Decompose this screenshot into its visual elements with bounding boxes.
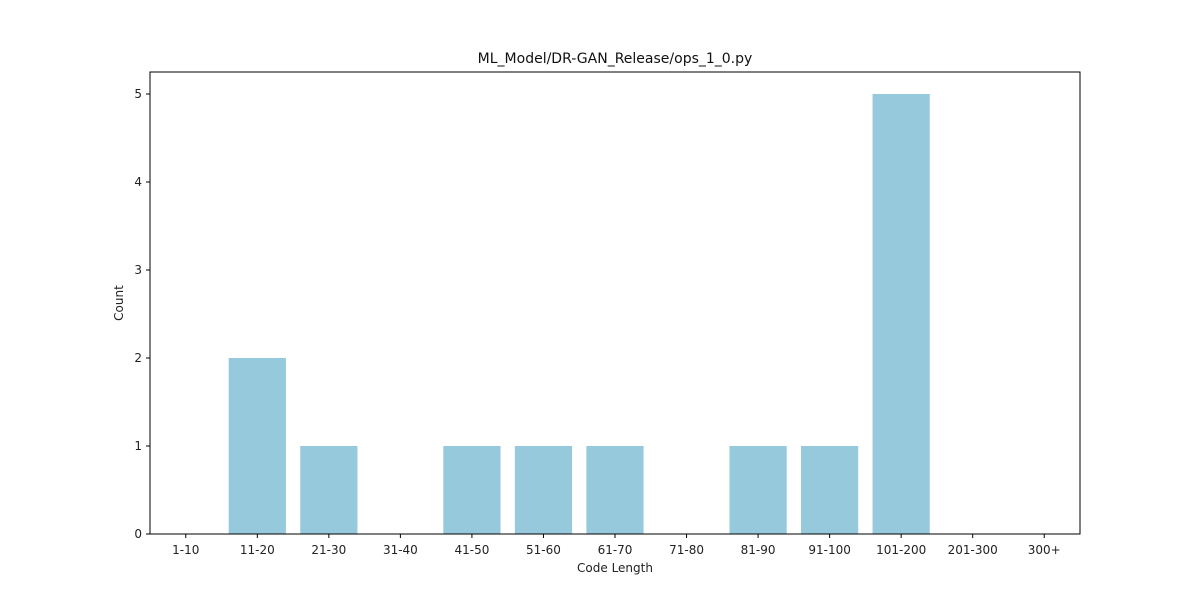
y-axis: 0 1 2 3 4 5 bbox=[134, 87, 150, 541]
bar-91-100 bbox=[801, 446, 859, 534]
x-tick-label: 81-90 bbox=[741, 543, 776, 557]
x-tick-label: 201-300 bbox=[948, 543, 998, 557]
chart-title: ML_Model/DR-GAN_Release/ops_1_0.py bbox=[478, 51, 753, 67]
y-tick-label: 1 bbox=[134, 439, 142, 453]
x-tick-label: 71-80 bbox=[669, 543, 704, 557]
x-tick-label: 101-200 bbox=[876, 543, 926, 557]
bar-51-60 bbox=[514, 446, 573, 534]
bar-41-50 bbox=[443, 446, 501, 534]
y-tick-label: 4 bbox=[134, 175, 142, 189]
x-tick-label: 31-40 bbox=[383, 543, 418, 557]
x-tick-label: 61-70 bbox=[598, 543, 633, 557]
x-axis-label: Code Length bbox=[577, 561, 653, 575]
y-tick-label: 5 bbox=[134, 87, 142, 101]
bar-101-200 bbox=[872, 94, 930, 534]
bar-81-90 bbox=[729, 446, 787, 534]
x-tick-label: 1-10 bbox=[172, 543, 199, 557]
x-tick-label: 21-30 bbox=[311, 543, 346, 557]
x-axis: 1-10 11-20 21-30 31-40 41-50 51-60 61-70 71-80 8… bbox=[172, 534, 1061, 557]
x-tick-label: 300+ bbox=[1028, 543, 1061, 557]
bar-21-30 bbox=[300, 446, 358, 534]
y-axis-label: Count bbox=[112, 285, 126, 321]
y-tick-label: 3 bbox=[134, 263, 142, 277]
bar-61-70 bbox=[586, 446, 644, 534]
x-tick-label: 51-60 bbox=[526, 543, 561, 557]
x-tick-label: 11-20 bbox=[240, 543, 275, 557]
x-tick-label: 91-100 bbox=[808, 543, 851, 557]
bars-group bbox=[228, 94, 930, 534]
bar-11-20 bbox=[228, 358, 286, 534]
y-tick-label: 2 bbox=[134, 351, 142, 365]
x-tick-label: 41-50 bbox=[454, 543, 489, 557]
y-tick-label: 0 bbox=[134, 527, 142, 541]
